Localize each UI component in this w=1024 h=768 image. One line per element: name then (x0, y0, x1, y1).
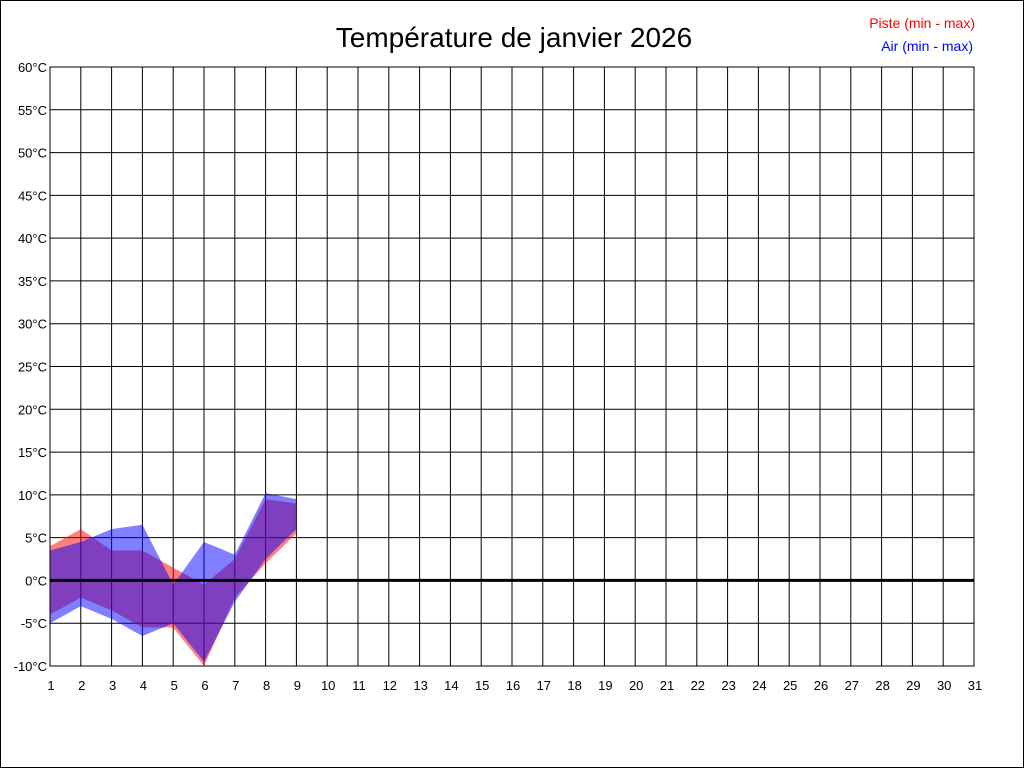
x-tick-label: 13 (413, 678, 427, 693)
y-tick-label: 10°C (18, 488, 47, 503)
x-tick-label: 19 (598, 678, 612, 693)
x-tick-label: 22 (691, 678, 705, 693)
y-tick-label: 0°C (25, 573, 47, 588)
chart-title: Température de janvier 2026 (336, 22, 692, 53)
x-tick-label: 26 (814, 678, 828, 693)
x-tick-label: 16 (506, 678, 520, 693)
x-tick-label: 3 (109, 678, 116, 693)
x-tick-label: 4 (140, 678, 147, 693)
y-tick-label: 20°C (18, 402, 47, 417)
axes (49, 66, 975, 667)
y-tick-label: 35°C (18, 274, 47, 289)
y-tick-label: 45°C (18, 188, 47, 203)
y-tick-label: 55°C (18, 103, 47, 118)
series-bands (50, 493, 297, 666)
y-tick-label: 60°C (18, 60, 47, 75)
band-piste (50, 499, 297, 666)
x-tick-label: 2 (78, 678, 85, 693)
x-tick-label: 8 (263, 678, 270, 693)
plot-border (49, 66, 975, 667)
y-tick-label: 50°C (18, 146, 47, 161)
x-tick-label: 20 (629, 678, 643, 693)
grid (50, 66, 974, 667)
x-tick-label: 15 (475, 678, 489, 693)
y-tick-label: 15°C (18, 445, 47, 460)
x-axis-ticks: 1 2 3 4 5 6 7 8 9 10 11 12 13 14 15 16 17 18 19 20 21 22 23 24 2… (47, 678, 982, 693)
x-tick-label: 18 (567, 678, 581, 693)
legend-entry-piste: Piste (min - max) (869, 15, 975, 31)
x-tick-label: 28 (875, 678, 889, 693)
y-tick-label: -10°C (14, 659, 47, 674)
band-air (50, 493, 297, 662)
x-tick-label: 6 (201, 678, 208, 693)
y-tick-label: 25°C (18, 360, 47, 375)
x-tick-label: 5 (171, 678, 178, 693)
x-tick-label: 30 (937, 678, 951, 693)
x-tick-label: 29 (906, 678, 920, 693)
legend-entry-air: Air (min - max) (881, 38, 973, 54)
x-tick-label: 25 (783, 678, 797, 693)
x-tick-label: 17 (537, 678, 551, 693)
legend: Piste (min - max) Air (min - max) (869, 15, 975, 54)
x-tick-label: 9 (294, 678, 301, 693)
y-tick-label: 40°C (18, 231, 47, 246)
x-tick-label: 23 (721, 678, 735, 693)
x-tick-label: 11 (352, 678, 366, 693)
x-tick-label: 31 (968, 678, 982, 693)
x-tick-label: 1 (47, 678, 54, 693)
x-tick-label: 10 (321, 678, 335, 693)
x-tick-label: 14 (444, 678, 458, 693)
x-tick-label: 7 (232, 678, 239, 693)
x-tick-label: 21 (660, 678, 674, 693)
y-tick-label: -5°C (21, 616, 47, 631)
y-tick-label: 30°C (18, 317, 47, 332)
y-tick-label: 5°C (25, 531, 47, 546)
x-tick-label: 27 (845, 678, 859, 693)
x-tick-label: 12 (383, 678, 397, 693)
x-tick-label: 24 (752, 678, 766, 693)
y-axis-ticks: 60°C 55°C 50°C 45°C 40°C 35°C 30°C 25°C 20°C 15°C… (14, 60, 47, 674)
